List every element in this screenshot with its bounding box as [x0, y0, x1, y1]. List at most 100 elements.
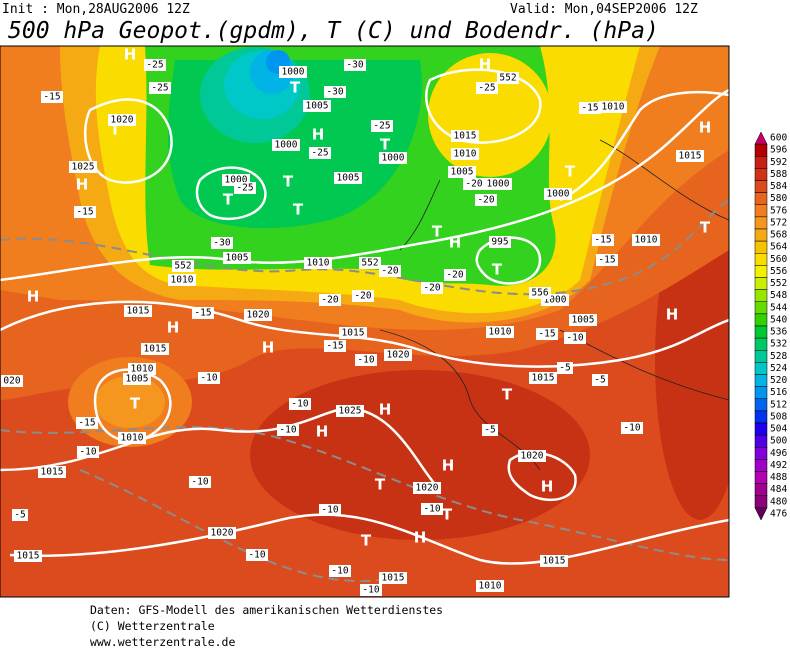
contour-label: -10 [566, 333, 583, 344]
colorbar-label: 536 [770, 327, 787, 338]
label-box [74, 206, 96, 218]
colorbar-label: 532 [770, 339, 787, 350]
pressure-center: T [375, 476, 386, 494]
label-box [108, 114, 136, 126]
label-box [444, 269, 466, 281]
colorbar-swatch [754, 192, 768, 205]
pressure-center: H [76, 176, 89, 194]
contour-label: 556 [531, 288, 548, 299]
pressure-center: H [541, 478, 554, 496]
label-box [475, 194, 497, 206]
contour-label: 1015 [679, 151, 702, 162]
contour-label: -10 [279, 425, 296, 436]
contour-label: -10 [79, 447, 96, 458]
contour-label: 1015 [41, 467, 64, 478]
label-box [324, 86, 346, 98]
contour-label: 1025 [339, 406, 362, 417]
contour-label: 1010 [479, 581, 502, 592]
label-box [518, 450, 546, 462]
contour-label: -15 [581, 103, 598, 114]
label-box [141, 343, 169, 355]
colorbar-swatch [754, 204, 768, 218]
label-box [352, 290, 374, 302]
colorbar-swatch [754, 422, 768, 436]
colorbar-label: 520 [770, 375, 787, 386]
label-box [557, 362, 573, 374]
contour-label: -15 [326, 341, 343, 352]
contour-label: 1010 [307, 258, 330, 269]
contour-label: 1010 [454, 149, 477, 160]
contour-label: -10 [291, 399, 308, 410]
contour-label: 1015 [144, 344, 167, 355]
label-box [421, 503, 443, 515]
contour-label: -10 [248, 550, 265, 561]
contour-label: -10 [623, 423, 640, 434]
colorbar-swatch [754, 410, 768, 424]
contour-label: -20 [477, 195, 494, 206]
label-box [211, 237, 233, 249]
colorbar-label: 496 [770, 448, 787, 459]
pressure-center: T [361, 532, 372, 550]
label-box [497, 72, 519, 84]
label-box [564, 332, 586, 344]
label-box [463, 178, 485, 190]
label-box [192, 307, 214, 319]
contour-label: -15 [76, 207, 93, 218]
contour-label: 1015 [382, 573, 405, 584]
contour-label: -15 [538, 329, 555, 340]
footer-line: www.wetterzentrale.de [90, 635, 235, 648]
pressure-center: T [442, 506, 453, 524]
colorbar-label: 484 [770, 484, 787, 495]
colorbar-label: 516 [770, 387, 787, 398]
colorbar-label: 544 [770, 302, 787, 313]
contour-label: -20 [465, 179, 482, 190]
contour-label: -20 [381, 266, 398, 277]
label-box [144, 59, 166, 71]
label-box [451, 148, 479, 160]
pressure-center: T [130, 395, 141, 413]
label-box [168, 274, 196, 286]
label-box [421, 282, 443, 294]
label-box [234, 182, 256, 194]
contour-label: 1015 [127, 306, 150, 317]
pressure-center: H [442, 457, 455, 475]
colorbar-label: 528 [770, 351, 787, 362]
label-box [309, 147, 331, 159]
pressure-center: T [293, 201, 304, 219]
contour-label: 1015 [342, 328, 365, 339]
colorbar-swatch [754, 337, 768, 351]
contour-label: 1010 [489, 327, 512, 338]
contour-label: 1010 [602, 102, 625, 113]
colorbar-label: 548 [770, 290, 787, 301]
label-box [536, 328, 558, 340]
contour-label: -15 [43, 92, 60, 103]
label-box [451, 130, 479, 142]
label-box [77, 446, 99, 458]
contour-label: -25 [311, 148, 328, 159]
contour-label: -25 [478, 83, 495, 94]
label-box [246, 549, 268, 561]
label-box [124, 305, 152, 317]
contour-label: -5 [484, 425, 495, 436]
contour-label: 552 [499, 73, 516, 84]
label-box [76, 417, 98, 429]
pressure-center: H [167, 319, 180, 337]
contour-label: 1010 [121, 433, 144, 444]
label-box [223, 252, 251, 264]
label-box [371, 120, 393, 132]
colorbar-swatch [754, 228, 768, 242]
contour-label: 1005 [226, 253, 249, 264]
pressure-center: H [666, 306, 679, 324]
label-box [334, 172, 362, 184]
colorbar-swatch [754, 325, 768, 339]
colorbar-label: 584 [770, 181, 787, 192]
colorbar-swatch [754, 216, 768, 230]
colorbar-label: 552 [770, 278, 787, 289]
colorbar-swatch [754, 277, 768, 290]
colorbar-swatch [754, 362, 768, 375]
label-box [529, 287, 551, 299]
contour-label: 1020 [387, 350, 410, 361]
label-box [621, 422, 643, 434]
contour-label: -20 [446, 270, 463, 281]
